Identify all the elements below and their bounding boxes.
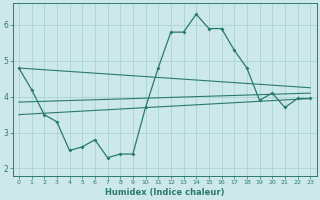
X-axis label: Humidex (Indice chaleur): Humidex (Indice chaleur) (105, 188, 224, 197)
